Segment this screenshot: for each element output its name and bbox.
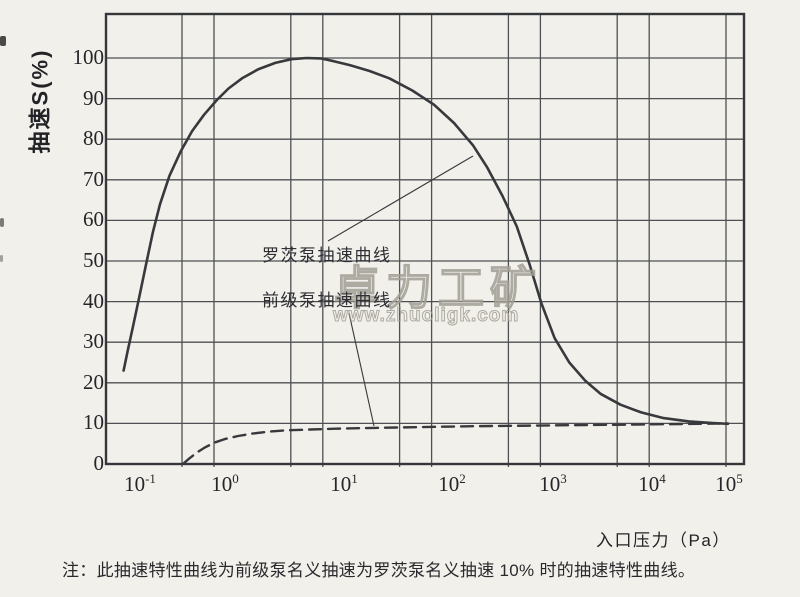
grid-lines xyxy=(106,14,744,467)
y-tick-70: 70 xyxy=(83,166,104,191)
y-tick-100: 100 xyxy=(72,45,105,69)
y-tick-50: 50 xyxy=(83,248,104,272)
roots-pump-curve xyxy=(122,56,730,426)
backing-pump-curve xyxy=(182,422,730,465)
x-axis-title: 入口压力（Pa） xyxy=(596,531,731,550)
scan-artifact xyxy=(0,36,6,46)
x-tick-10e4: 104 xyxy=(638,471,666,496)
x-tick-10e-1: 10-1 xyxy=(124,471,156,496)
y-axis-title: 抽速S(%) xyxy=(27,48,53,154)
scan-artifact xyxy=(0,255,3,262)
scan-artifact xyxy=(0,218,4,227)
x-tick-10e1: 101 xyxy=(330,471,358,496)
backing-curve-pointer-line xyxy=(348,312,375,427)
plot-border xyxy=(104,12,746,466)
x-tick-10e3: 103 xyxy=(539,471,567,496)
x-tick-10e5: 105 xyxy=(715,471,743,496)
roots-curve-label: 罗茨泵抽速曲线 xyxy=(262,246,392,265)
x-tick-10e0: 100 xyxy=(211,471,239,496)
y-tick-90: 90 xyxy=(83,85,104,110)
backing-curve-label: 前级泵抽速曲线 xyxy=(262,291,392,310)
y-tick-80: 80 xyxy=(83,126,104,151)
y-tick-20: 20 xyxy=(83,369,104,394)
roots-curve-pointer-line xyxy=(327,155,474,242)
y-tick-10: 10 xyxy=(83,410,104,435)
y-tick-60: 60 xyxy=(83,207,104,232)
x-tick-10e2: 102 xyxy=(438,471,466,496)
footnote: 注：此抽速特性曲线为前级泵名义抽速为罗茨泵名义抽速 10% 时的抽速特性曲线。 xyxy=(62,561,696,580)
y-tick-30: 30 xyxy=(83,329,104,354)
y-tick-0: 0 xyxy=(93,451,105,475)
y-tick-40: 40 xyxy=(83,288,104,313)
watermark-url: www.zhuoligk.com xyxy=(332,305,519,326)
watermark-brand: 卓力工矿 xyxy=(334,262,542,314)
